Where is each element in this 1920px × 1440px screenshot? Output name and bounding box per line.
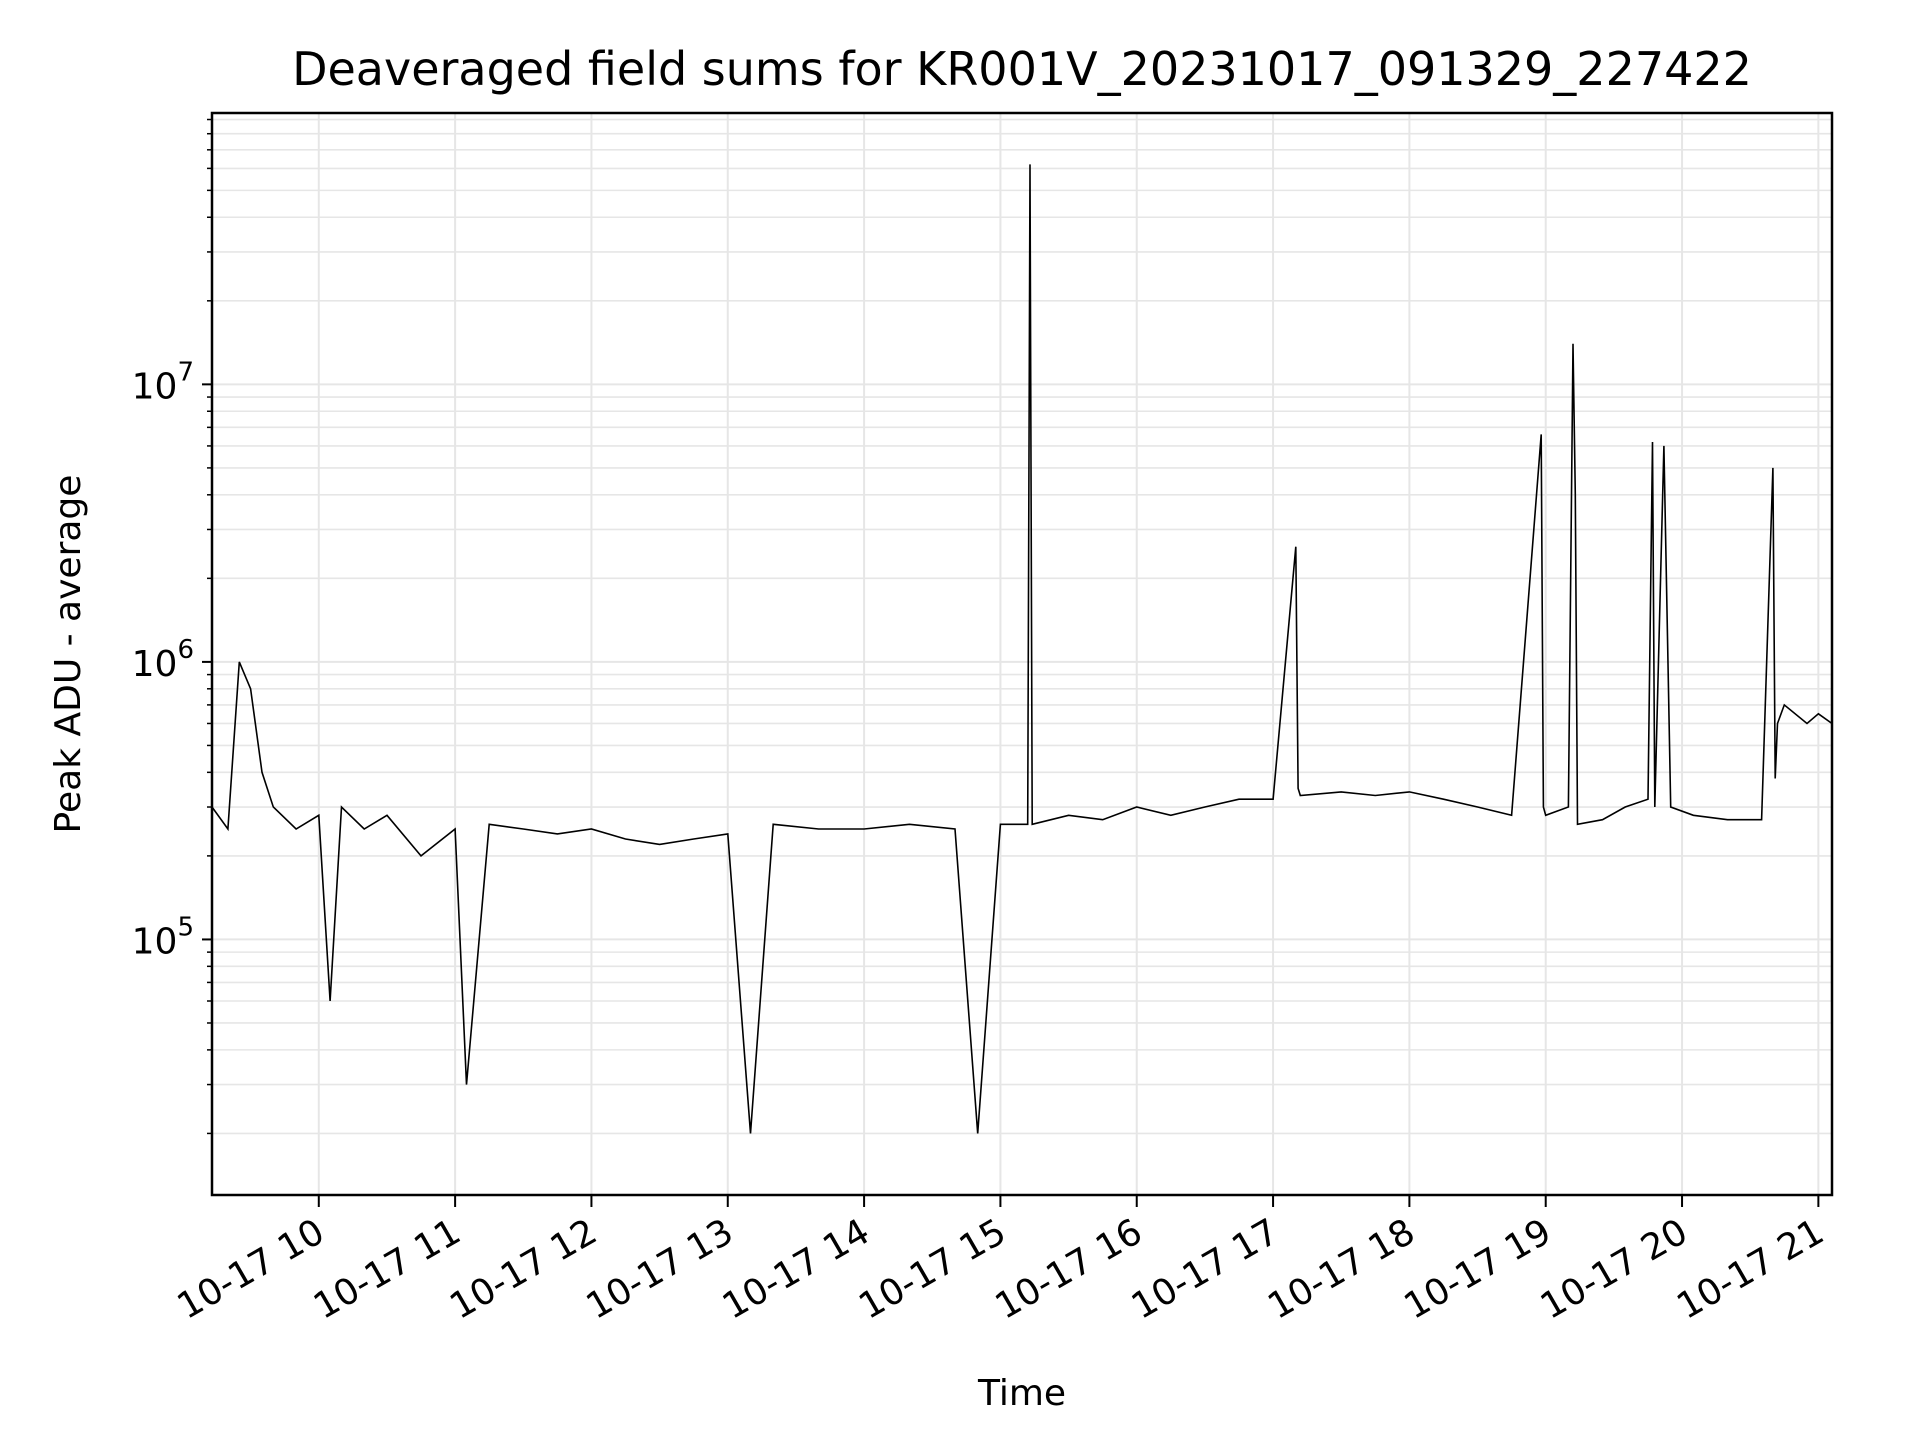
y-tick-label: 107 (132, 357, 194, 407)
plot-series (211, 164, 1833, 1134)
grid (212, 113, 1832, 1195)
y-tick-base: 10 (132, 366, 178, 407)
chart-title: Deaveraged field sums for KR001V_2023101… (292, 42, 1752, 96)
y-tick-base: 10 (132, 644, 178, 685)
y-tick-label: 106 (132, 635, 194, 685)
y-tick-exponent: 7 (177, 357, 194, 387)
y-tick-base: 10 (132, 921, 178, 962)
y-tick-exponent: 6 (177, 635, 194, 665)
x-axis-label: Time (977, 1373, 1066, 1414)
series-line-0 (211, 164, 1833, 1134)
y-axis-label: Peak ADU - average (48, 475, 89, 834)
y-tick-exponent: 5 (177, 912, 194, 942)
y-tick-label: 105 (132, 912, 194, 962)
plot-frame (210, 111, 1834, 1197)
